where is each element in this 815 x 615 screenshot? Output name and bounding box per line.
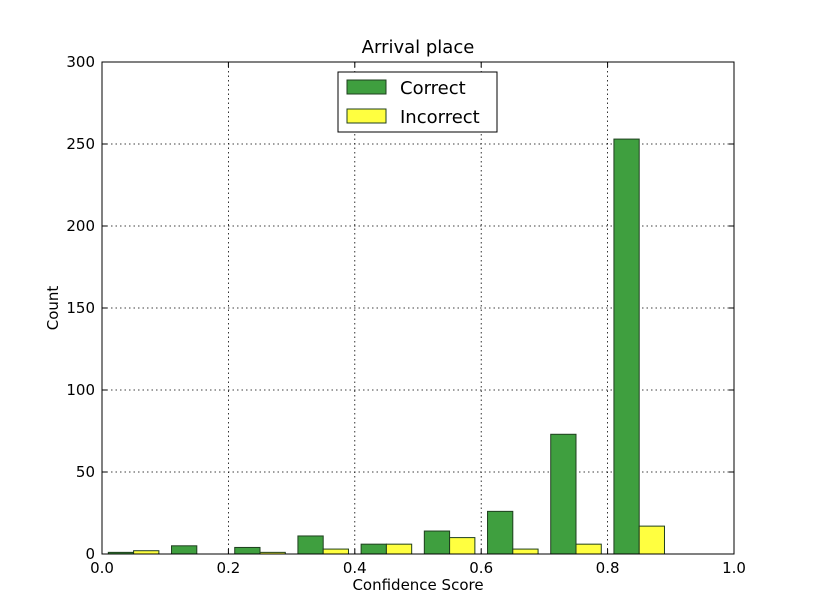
bar-correct	[360, 543, 387, 555]
y-tick-label: 100	[66, 381, 95, 399]
x-tick-label: 0.4	[343, 559, 367, 577]
bar-incorrect	[385, 543, 413, 555]
y-axis-label: Count	[44, 286, 62, 331]
chart-title: Arrival place	[362, 37, 475, 58]
legend-label: Incorrect	[400, 107, 480, 128]
bar-correct	[234, 546, 261, 555]
bar-correct	[297, 535, 324, 555]
bar-correct	[613, 138, 640, 555]
bar-incorrect	[449, 537, 476, 555]
legend-swatch-correct	[346, 79, 387, 95]
x-tick-label: 0.2	[216, 559, 240, 577]
legend-label: Correct	[400, 78, 466, 99]
bar-incorrect	[575, 543, 602, 555]
y-tick-label: 0	[85, 545, 95, 563]
x-tick-label: 1.0	[722, 559, 746, 577]
bar-incorrect	[512, 548, 539, 555]
bars	[107, 138, 665, 555]
bar-correct	[171, 545, 198, 555]
bar-correct	[550, 433, 577, 555]
y-tick-label: 150	[66, 299, 95, 317]
legend: Correct Incorrect	[337, 71, 498, 133]
y-tick-label: 50	[76, 463, 95, 481]
x-tick-label: 0.8	[596, 559, 620, 577]
x-tick-label: 0.6	[469, 559, 493, 577]
bar-incorrect	[638, 525, 665, 555]
y-tick-label: 200	[66, 217, 95, 235]
x-axis-label: Confidence Score	[352, 576, 483, 594]
axis-ticks: 0.0 0.2 0.4 0.6 0.8 1.0 0 50 100 150 200 250 300	[66, 53, 746, 577]
legend-swatch-incorrect	[346, 108, 387, 124]
bar-incorrect	[322, 548, 349, 555]
y-tick-label: 300	[66, 53, 95, 71]
bar-correct	[487, 510, 514, 555]
bar-correct	[423, 530, 451, 555]
y-tick-label: 250	[66, 135, 95, 153]
x-tick-label: 0.0	[90, 559, 114, 577]
